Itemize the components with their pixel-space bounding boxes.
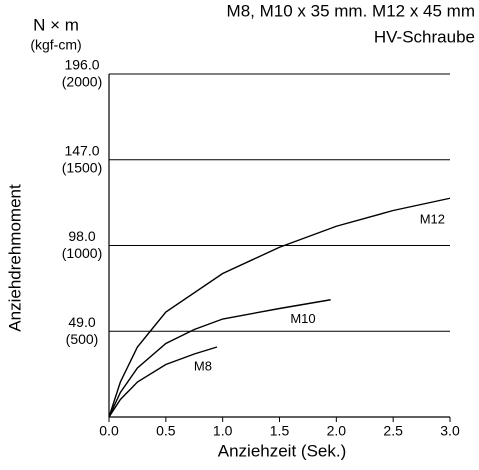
x-tick-label: 1.0	[213, 423, 233, 439]
y-tick-label: 196.0	[64, 57, 99, 73]
y-tick-label: 98.0	[68, 228, 95, 244]
series-label: M8	[194, 358, 212, 373]
x-tick-label: 1.5	[270, 423, 290, 439]
y2-unit: (kgf-cm)	[30, 37, 81, 53]
series-line	[108, 299, 331, 418]
y2-tick-label: (1000)	[62, 245, 102, 261]
y2-tick-label: (2000)	[62, 74, 102, 90]
chart-title: M8, M10 x 35 mm. M12 x 45 mm	[227, 1, 475, 20]
x-axis-label: Anziehzeit (Sek.)	[218, 441, 347, 460]
x-tick-label: 0.5	[156, 423, 176, 439]
chart-subtitle: HV-Schraube	[374, 27, 475, 46]
y2-tick-label: (1500)	[62, 159, 102, 175]
series-label: M12	[420, 212, 445, 227]
x-tick-label: 3.0	[440, 423, 460, 439]
y-unit: N × m	[33, 15, 79, 34]
series-line	[108, 346, 218, 418]
x-tick-label: 0.0	[99, 423, 119, 439]
y-axis-label: Anziehdrehmoment	[5, 184, 24, 332]
y-tick-label: 147.0	[64, 142, 99, 158]
y-tick-label: 49.0	[68, 314, 95, 330]
y2-tick-label: (500)	[66, 331, 99, 347]
x-tick-label: 2.0	[327, 423, 347, 439]
series-line	[108, 197, 451, 418]
x-tick-label: 2.5	[383, 423, 403, 439]
series-label: M10	[290, 311, 315, 326]
